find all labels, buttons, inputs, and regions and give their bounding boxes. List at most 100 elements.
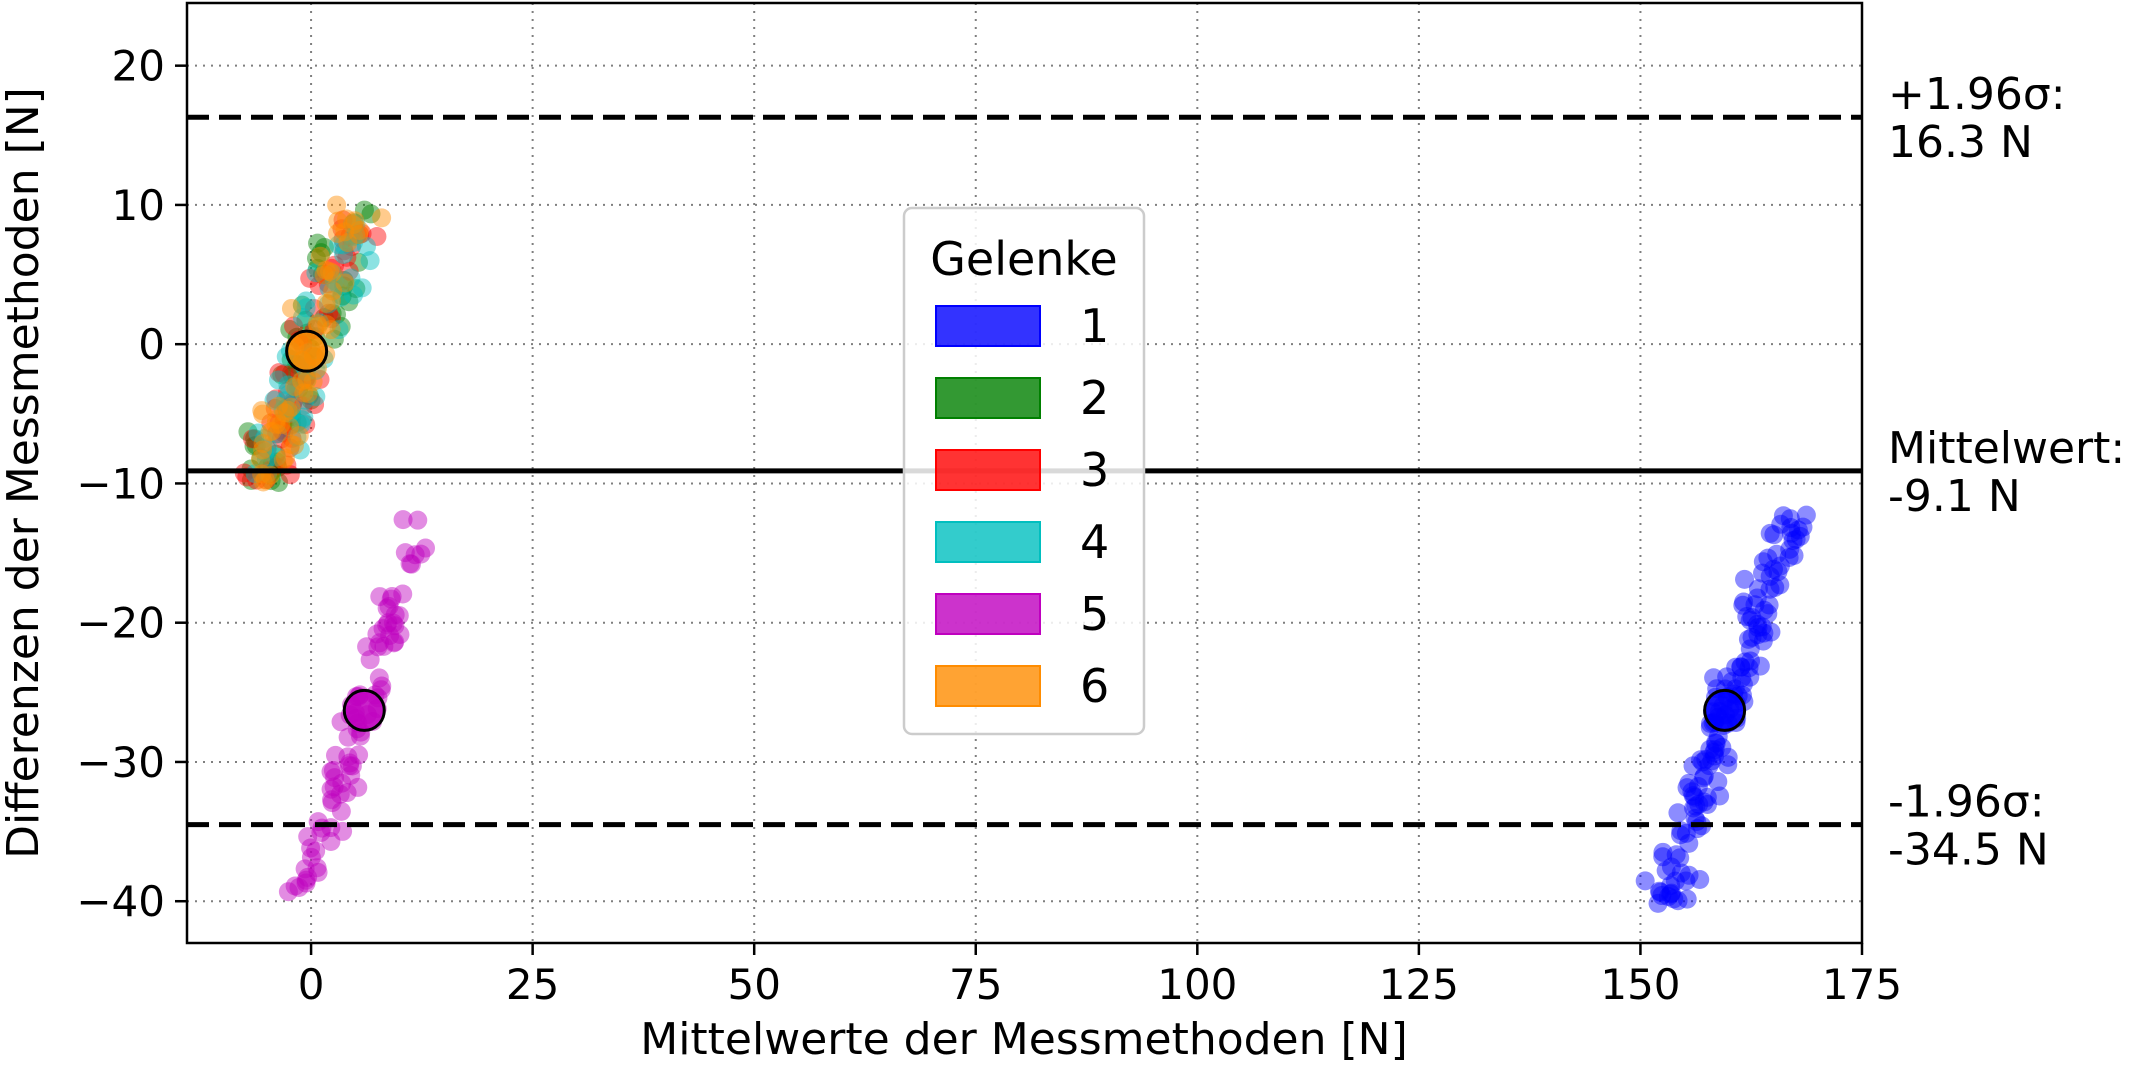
data-point	[1694, 792, 1714, 812]
data-point	[1704, 668, 1724, 688]
data-point	[296, 870, 316, 890]
data-point	[289, 878, 309, 898]
data-point	[306, 387, 326, 407]
legend-swatch-3	[935, 449, 1041, 491]
data-point	[251, 448, 271, 468]
data-point	[1710, 786, 1730, 806]
data-point	[297, 370, 317, 390]
data-point	[1770, 556, 1790, 576]
data-point	[318, 294, 338, 314]
data-point	[372, 676, 392, 696]
data-point	[1708, 772, 1728, 792]
data-point	[308, 258, 328, 278]
data-point	[321, 320, 341, 340]
data-point	[257, 439, 277, 459]
data-point	[1748, 617, 1768, 637]
reference-label-title: Mittelwert:	[1888, 423, 2125, 474]
data-point	[1652, 886, 1672, 906]
legend-label-1: 1	[1080, 299, 1109, 353]
data-point	[308, 862, 328, 882]
group-mean-markers	[285, 329, 1747, 732]
data-point	[280, 417, 300, 437]
data-point	[416, 538, 436, 558]
x-tick-label: 50	[727, 960, 780, 1009]
data-point	[1693, 752, 1713, 772]
data-point	[254, 429, 274, 449]
data-point	[281, 434, 301, 454]
data-point	[301, 847, 321, 867]
data-point	[334, 276, 354, 296]
y-tick-label: −10	[76, 459, 165, 508]
data-point	[294, 383, 314, 403]
data-point	[298, 384, 318, 404]
data-point	[280, 438, 300, 458]
data-point	[321, 309, 341, 329]
data-point	[1706, 733, 1726, 753]
data-point	[285, 876, 305, 896]
data-point	[319, 278, 339, 298]
data-point	[337, 247, 357, 267]
data-point	[322, 793, 342, 813]
data-point	[1708, 727, 1728, 747]
data-point	[299, 386, 319, 406]
data-point	[269, 413, 289, 433]
data-point	[1702, 751, 1722, 771]
data-point	[278, 381, 298, 401]
x-tick-label: 100	[1157, 960, 1237, 1009]
data-point	[247, 470, 267, 490]
data-point	[272, 365, 292, 385]
data-point	[1753, 552, 1773, 572]
data-point	[1770, 575, 1790, 595]
legend-label-3: 3	[1080, 443, 1109, 497]
data-point	[1691, 750, 1711, 770]
data-point	[301, 390, 321, 410]
data-point	[1661, 883, 1681, 903]
reference-line-labels: +1.96σ:16.3 N Mittelwert:-9.1 N -1.96σ:-34…	[1888, 69, 2125, 875]
data-point	[1679, 833, 1699, 853]
data-point	[385, 605, 405, 625]
data-point	[246, 435, 266, 455]
data-point	[1696, 749, 1716, 769]
data-point	[266, 409, 286, 429]
data-point	[1635, 871, 1655, 891]
data-point	[1731, 657, 1751, 677]
data-point	[1737, 607, 1757, 627]
data-point	[317, 315, 337, 335]
series-4-points	[245, 214, 380, 484]
data-point	[1758, 604, 1778, 624]
data-point	[284, 435, 304, 455]
data-point	[282, 428, 302, 448]
data-point	[250, 449, 270, 469]
data-point	[1670, 825, 1690, 845]
data-point	[323, 281, 343, 301]
data-point	[315, 237, 335, 257]
data-point	[275, 403, 295, 423]
data-point	[361, 204, 381, 224]
data-point	[289, 426, 309, 446]
data-point	[350, 225, 370, 245]
data-point	[278, 882, 298, 902]
data-point	[350, 220, 370, 240]
data-point	[264, 390, 284, 410]
data-point	[349, 225, 369, 245]
data-point	[1661, 875, 1681, 895]
data-point	[312, 818, 332, 838]
data-point	[256, 470, 276, 490]
data-point	[273, 400, 293, 420]
data-point	[1747, 588, 1767, 608]
data-point	[380, 626, 400, 646]
data-point	[274, 412, 294, 432]
data-point	[282, 414, 302, 434]
data-point	[1676, 871, 1696, 891]
data-point	[321, 779, 341, 799]
legend-label-5: 5	[1080, 587, 1109, 641]
data-point	[1784, 546, 1804, 566]
data-point	[325, 255, 345, 275]
data-point	[333, 235, 353, 255]
data-point	[1796, 505, 1816, 525]
data-point	[321, 291, 341, 311]
data-point	[1754, 623, 1774, 643]
data-point	[281, 397, 301, 417]
data-point	[322, 258, 342, 278]
data-point	[335, 222, 355, 242]
